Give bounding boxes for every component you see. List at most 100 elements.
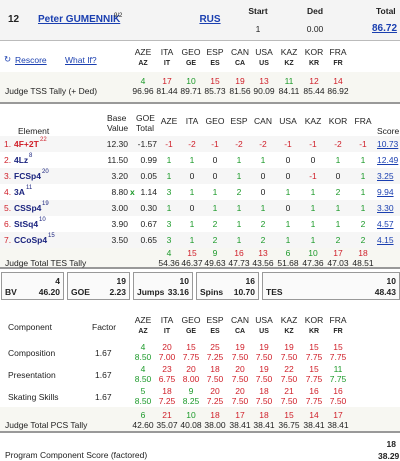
- element-score[interactable]: 10.73: [377, 139, 399, 149]
- judge-rank: 15: [186, 342, 196, 352]
- rescore-icon: ↻: [4, 54, 12, 64]
- summary-label: Jumps: [137, 287, 165, 297]
- judge-code: KOR: [304, 47, 324, 57]
- judge-short: KR: [308, 328, 320, 335]
- judge-code: AZE: [134, 315, 152, 325]
- judge-mark: 7.75: [305, 396, 323, 406]
- judge-value: 49.63: [204, 258, 226, 268]
- summary-box: [67, 272, 130, 300]
- judge-goe: 2: [335, 187, 341, 197]
- judge-code: AZE: [134, 47, 152, 57]
- element-name: 4Lz: [14, 155, 29, 165]
- col-header: Factor: [92, 322, 117, 332]
- judge-goe: -2: [235, 139, 243, 149]
- judge-rank: 16: [234, 248, 244, 258]
- judge-goe: 1: [360, 187, 366, 197]
- skater-name[interactable]: Peter GUMENNIK: [38, 14, 121, 25]
- judge-goe: 0: [260, 187, 266, 197]
- judge-code: KOR: [328, 116, 348, 126]
- judge-short: IT: [163, 60, 171, 67]
- goe-total: -1.57: [137, 139, 157, 149]
- judge-goe: -2: [334, 139, 342, 149]
- judge-short: ES: [210, 60, 220, 67]
- judge-goe: 1: [360, 171, 366, 181]
- summary-box: [1, 272, 64, 300]
- element-name: CSSp4: [14, 203, 42, 213]
- judge-value: 35.07: [156, 420, 178, 430]
- judge-mark: 7.50: [206, 374, 224, 384]
- judge-code: KOR: [304, 315, 324, 325]
- judge-code: CAN: [231, 47, 249, 57]
- judge-goe: 1: [212, 187, 218, 197]
- element-name: StSq4: [14, 219, 39, 229]
- rescore-link[interactable]: Rescore: [15, 55, 47, 65]
- summary-rank: 10: [386, 276, 396, 286]
- judge-rank: 15: [309, 364, 319, 374]
- element-score[interactable]: 3.30: [377, 203, 394, 213]
- judge-rank: 17: [162, 76, 172, 86]
- judge-code: FRA: [329, 315, 347, 325]
- judge-value: 54.36: [158, 258, 180, 268]
- judge-goe: 0: [310, 155, 316, 165]
- ded-label: Ded: [306, 6, 324, 16]
- judge-mark: 8.50: [134, 352, 152, 362]
- element-number: 5.: [4, 203, 12, 213]
- total[interactable]: 86.72: [372, 23, 398, 34]
- judge-goe: 1: [212, 203, 218, 213]
- judge-goe: 1: [260, 155, 266, 165]
- element-score[interactable]: 4.57: [377, 219, 394, 229]
- judge-goe: 1: [166, 171, 172, 181]
- judge-rank: 20: [235, 364, 245, 374]
- judge-rank: 18: [259, 386, 269, 396]
- judge-value: 40.08: [180, 420, 202, 430]
- judge-value: 38.41: [327, 420, 349, 430]
- judge-code: GEO: [181, 315, 201, 325]
- what-if-link[interactable]: What If?: [65, 55, 97, 65]
- judge-value: 36.75: [278, 420, 300, 430]
- judge-mark: 7.25: [206, 352, 224, 362]
- row-band: [0, 232, 400, 248]
- element-name: 4F+2T: [14, 139, 39, 149]
- element-number: 2.: [4, 155, 12, 165]
- summary-label: TES: [266, 287, 283, 297]
- judge-value: 47.73: [228, 258, 250, 268]
- judge-mark: 8.25: [182, 396, 200, 406]
- judge-mark: 6.75: [158, 374, 176, 384]
- element-score[interactable]: 3.25: [377, 171, 394, 181]
- element-score[interactable]: 4.15: [377, 235, 394, 245]
- judge-rank: 20: [186, 364, 196, 374]
- judge-short: KR: [308, 60, 320, 67]
- judge-rank: 17: [333, 248, 343, 258]
- judge-value: 38.41: [253, 420, 275, 430]
- judge-goe: 1: [310, 187, 316, 197]
- judge-value: 89.71: [180, 86, 202, 96]
- row-band: [0, 136, 400, 152]
- judge-code: FRA: [354, 116, 372, 126]
- component-name: Skating Skills: [8, 392, 59, 402]
- judge-value: 84.11: [278, 86, 300, 96]
- nation[interactable]: RUS: [199, 14, 221, 25]
- judge-goe: 1: [236, 203, 242, 213]
- judge-code: ESP: [206, 47, 224, 57]
- judge-value: 81.44: [156, 86, 178, 96]
- judge-short: AZ: [138, 60, 148, 67]
- judge-rank: 15: [284, 410, 294, 420]
- element-score[interactable]: 9.94: [377, 187, 394, 197]
- judge-value: 96.96: [132, 86, 154, 96]
- element-sup: 19: [42, 201, 49, 207]
- judge-goe: 1: [285, 219, 291, 229]
- judge-short: KZ: [284, 328, 294, 335]
- judge-rank: 18: [210, 410, 220, 420]
- summary-value: 2.23: [109, 287, 126, 297]
- start: 1: [255, 24, 261, 34]
- element-score[interactable]: 12.49: [377, 155, 399, 165]
- judge-rank: 16: [333, 386, 343, 396]
- judge-rank: 4: [140, 342, 146, 352]
- summary-label: Spins: [200, 287, 224, 297]
- judge-goe: 2: [260, 235, 266, 245]
- judge-rank: 9: [188, 386, 194, 396]
- judge-code: KAZ: [280, 47, 298, 57]
- skater-sup: 9/2: [114, 13, 123, 19]
- judge-goe: 1: [166, 155, 172, 165]
- judge-short: US: [259, 60, 269, 67]
